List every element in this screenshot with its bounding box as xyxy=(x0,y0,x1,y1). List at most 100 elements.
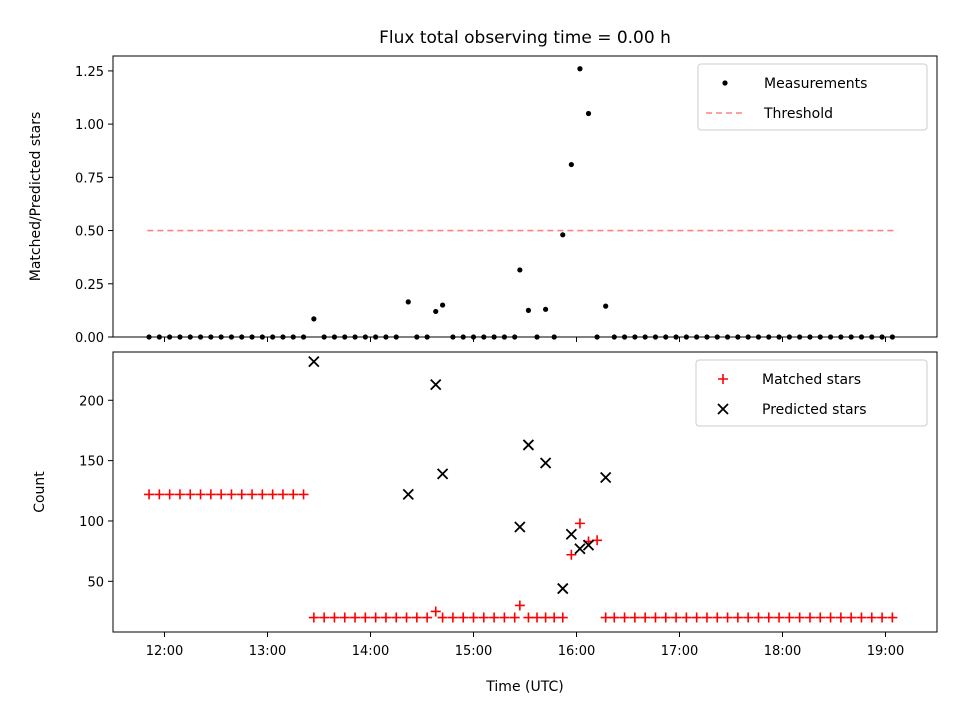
measurement-point xyxy=(342,334,348,340)
measurement-point xyxy=(807,334,813,340)
matched-star-point xyxy=(205,489,216,500)
matched-star-point xyxy=(846,612,857,623)
measurement-point xyxy=(405,299,411,305)
measurement-point xyxy=(755,334,762,340)
matched-star-point xyxy=(308,612,319,623)
legend-marker xyxy=(717,403,729,415)
measurement-panel: 0.00 0.25 0.50 0.75 1.00 1.25 Matched/Predicte… xyxy=(28,28,938,346)
axes-frame xyxy=(112,55,938,338)
measurement-point xyxy=(460,334,466,340)
matched-star-point xyxy=(174,489,185,500)
measurement-point xyxy=(879,334,885,340)
matched-star-point xyxy=(609,612,620,623)
measurement-point xyxy=(491,334,497,340)
matched-star-point xyxy=(671,612,682,623)
predicted-star-point xyxy=(574,543,586,555)
matched-star-point xyxy=(339,612,350,623)
matched-star-point xyxy=(430,606,441,617)
measurement-point xyxy=(352,334,358,340)
matched-star-point xyxy=(743,612,754,623)
matched-star-point xyxy=(866,612,877,623)
matched-star-point xyxy=(514,600,525,611)
matched-star-point xyxy=(835,612,846,623)
matched-star-point xyxy=(856,612,867,623)
x-tick-label: 17:00 xyxy=(661,644,698,659)
measurement-point xyxy=(249,334,255,340)
matched-star-point xyxy=(499,612,510,623)
matched-star-point xyxy=(411,612,422,623)
measurement-point xyxy=(585,110,592,117)
matched-star-point xyxy=(468,612,479,623)
matched-star-point xyxy=(298,489,309,500)
matched-star-point xyxy=(437,612,448,623)
matched-star-point xyxy=(422,612,433,623)
matched-star-point xyxy=(566,549,577,560)
x-tick-label: 18:00 xyxy=(764,644,801,659)
count-panel: 50 100 150 200 12:00 13:00 14:00 15:00 16:00 17:0… xyxy=(32,351,938,695)
measurement-point xyxy=(450,334,456,340)
legend-label: Matched stars xyxy=(762,372,861,388)
measurement-point xyxy=(673,334,679,340)
predicted-star-point xyxy=(539,457,552,469)
predicted-star-point xyxy=(514,521,526,533)
measurement-point xyxy=(560,232,566,238)
measurement-point xyxy=(735,334,741,340)
measurement-point xyxy=(383,334,389,340)
predicted-star-point xyxy=(557,582,569,595)
matched-star-point xyxy=(370,612,381,623)
measurement-point xyxy=(525,307,532,313)
measurement-point xyxy=(270,334,276,340)
matched-star-point xyxy=(532,612,543,623)
measurement-point xyxy=(594,334,600,340)
matched-star-point xyxy=(267,489,278,500)
matched-star-point xyxy=(257,489,268,500)
matched-star-point xyxy=(691,612,702,623)
matched-star-point xyxy=(216,489,227,500)
matched-star-point xyxy=(732,612,743,623)
x-tick-label: 16:00 xyxy=(558,644,595,659)
measurement-point xyxy=(611,334,617,340)
matched-star-point xyxy=(540,612,551,623)
y-tick-label: 0.25 xyxy=(75,278,104,293)
measurement-point xyxy=(414,334,420,340)
y-tick-label: 1.25 xyxy=(75,65,104,80)
measurement-point xyxy=(621,334,628,340)
matched-star-point xyxy=(701,612,712,623)
measurement-point xyxy=(869,334,875,340)
x-tick-label: 13:00 xyxy=(249,644,286,659)
x-tick-label: 12:00 xyxy=(146,644,183,659)
matched-star-point xyxy=(877,612,888,623)
x-axis-label: Time (UTC) xyxy=(485,679,563,695)
matched-star-point xyxy=(753,612,764,623)
matched-star-point xyxy=(154,489,165,500)
legend-label: Measurements xyxy=(764,76,867,92)
measurement-point xyxy=(517,267,523,273)
matched-star-point xyxy=(629,612,640,623)
matched-star-point xyxy=(277,489,288,500)
matched-star-point xyxy=(329,612,340,623)
measurement-point xyxy=(470,334,477,340)
measurement-point xyxy=(534,334,540,340)
measurement-point xyxy=(167,334,173,340)
matched-star-point xyxy=(478,612,489,623)
matched-star-point xyxy=(592,535,603,546)
matched-star-point xyxy=(681,612,692,623)
y-tick-label: 0.50 xyxy=(75,225,104,240)
measurement-point xyxy=(568,161,574,168)
matched-star-point xyxy=(350,612,361,623)
legend-marker xyxy=(722,80,728,86)
matched-star-point xyxy=(319,612,330,623)
x-tick-label: 19:00 xyxy=(867,644,904,659)
measurement-point xyxy=(259,334,265,340)
predicted-star-point xyxy=(308,356,320,368)
axes-frame xyxy=(112,351,938,633)
matched-star-point xyxy=(226,489,237,500)
measurement-point xyxy=(146,334,152,340)
matched-star-point xyxy=(722,612,733,623)
matched-star-point xyxy=(401,612,412,623)
measurement-point xyxy=(858,334,865,340)
measurement-point xyxy=(481,334,487,340)
measurement-point xyxy=(512,334,518,340)
matched-star-point xyxy=(574,518,585,529)
